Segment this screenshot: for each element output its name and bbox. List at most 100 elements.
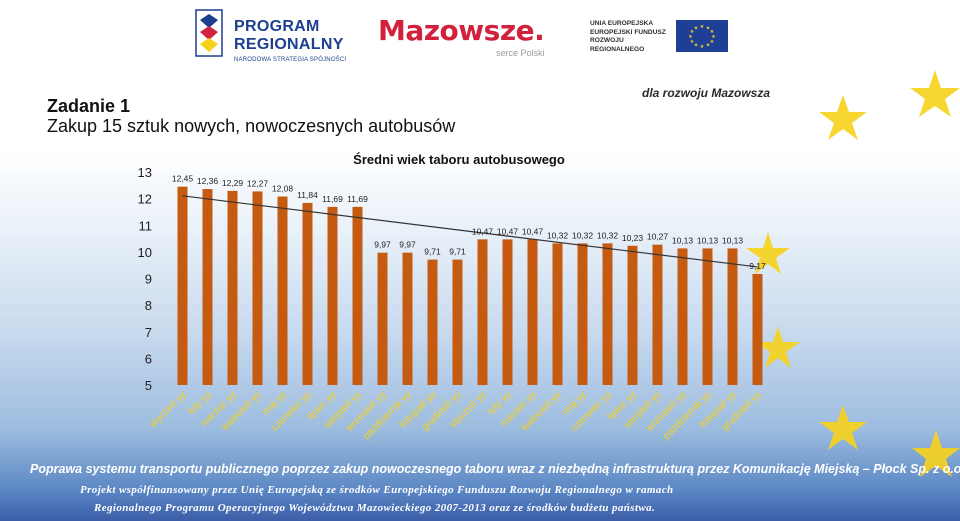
- y-tick-label: 7: [145, 325, 152, 340]
- y-tick-label: 10: [138, 245, 152, 260]
- data-label: 9,17: [749, 261, 766, 271]
- bar: [227, 190, 238, 385]
- star-icon: [912, 430, 960, 477]
- bar: [202, 189, 213, 385]
- trendline-line: [182, 195, 758, 268]
- data-label: 12,27: [247, 178, 269, 188]
- svg-text:★: ★: [694, 26, 699, 32]
- footer-project-title: Poprawa systemu transportu publicznego p…: [30, 462, 960, 476]
- bar: [377, 252, 388, 385]
- y-tick-label: 6: [145, 351, 152, 366]
- svg-text:★: ★: [706, 26, 711, 32]
- mazowsze-logo: Mazowsze. serce Polski: [378, 14, 558, 64]
- data-label: 10,32: [597, 230, 619, 240]
- data-label: 10,23: [622, 233, 644, 243]
- bars: [177, 186, 763, 385]
- slogan: dla rozwoju Mazowsza: [642, 86, 771, 100]
- star-icon: [819, 405, 867, 450]
- program-logo-line3: NARODOWA STRATEGIA SPÓJNOŚCI: [234, 57, 347, 63]
- eu-flag-icon: ★ ★★ ★★★ ★★★ ★★★: [676, 20, 728, 52]
- bar: [452, 259, 463, 385]
- eu-logo-line2: EUROPEJSKI FUNDUSZ: [590, 28, 666, 36]
- bar: [477, 239, 488, 385]
- bar: [502, 239, 513, 385]
- data-label: 10,32: [547, 230, 569, 240]
- data-label: 9,97: [399, 240, 416, 250]
- bar: [402, 252, 413, 385]
- program-logo-icon: [195, 9, 223, 57]
- svg-text:★: ★: [710, 29, 715, 35]
- bar: [527, 239, 538, 385]
- bar: [652, 244, 663, 385]
- svg-text:★: ★: [690, 39, 695, 45]
- star-icon: [910, 70, 960, 117]
- mazowsze-logo-sub: serce Polski: [496, 48, 545, 58]
- svg-text:★: ★: [700, 44, 705, 50]
- bar: [577, 243, 588, 385]
- x-tick-label: styczeń yy: [148, 389, 189, 430]
- svg-text:★: ★: [711, 34, 716, 40]
- data-label: 12,08: [272, 183, 294, 193]
- star-icon: [756, 326, 800, 368]
- bar: [702, 248, 713, 385]
- data-label: 10,47: [472, 226, 494, 236]
- data-label: 12,36: [197, 176, 219, 186]
- bar: [602, 243, 613, 385]
- svg-text:★: ★: [688, 34, 693, 40]
- data-label: 9,71: [449, 247, 466, 257]
- mazowsze-logo-name: Mazowsze.: [378, 14, 545, 47]
- bar: [277, 196, 288, 385]
- svg-text:★: ★: [706, 43, 711, 49]
- y-tick-label: 12: [138, 192, 152, 207]
- data-label: 10,13: [722, 235, 744, 245]
- data-label: 10,32: [572, 230, 594, 240]
- footer-cofinancing-line2: Regionalnego Programu Operacyjnego Wojew…: [94, 502, 656, 514]
- bar: [177, 186, 188, 385]
- data-label: 9,97: [374, 240, 391, 250]
- data-label: 11,69: [347, 194, 368, 204]
- y-tick-label: 11: [139, 218, 153, 233]
- chart-title: Średni wiek taboru autobusowego: [353, 152, 565, 167]
- y-tick-label: 5: [145, 378, 152, 393]
- program-logo-line2: REGIONALNY: [234, 36, 344, 53]
- bar: [427, 259, 438, 385]
- program-regionalny-logo: PROGRAM REGIONALNY NARODOWA STRATEGIA SP…: [194, 8, 364, 72]
- footer-cofinancing-line1: Projekt współfinansowany przez Unię Euro…: [80, 484, 674, 496]
- data-label: 10,47: [497, 226, 519, 236]
- y-tick-label: 9: [145, 272, 152, 287]
- bar-chart: Średni wiek taboru autobusowego 5 6 7 8 9 10 1…: [138, 152, 767, 442]
- star-icon: [819, 95, 867, 140]
- bar: [252, 191, 263, 385]
- y-axis: 5 6 7 8 9 10 11 12 13: [138, 165, 152, 393]
- star-icon: [746, 232, 790, 274]
- bar: [677, 248, 688, 385]
- trendline: [182, 195, 758, 268]
- data-label: 10,13: [697, 235, 719, 245]
- data-label: 10,27: [647, 232, 669, 242]
- y-tick-label: 13: [138, 165, 152, 180]
- svg-text:★: ★: [710, 39, 715, 45]
- data-label: 10,13: [672, 235, 694, 245]
- bar: [327, 206, 338, 385]
- bar: [552, 243, 563, 385]
- bar: [627, 245, 638, 385]
- header-logo-bar: PROGRAM REGIONALNY NARODOWA STRATEGIA SP…: [0, 0, 960, 80]
- svg-text:★: ★: [694, 43, 699, 49]
- data-label: 11,84: [297, 190, 318, 200]
- y-tick-label: 8: [145, 298, 152, 313]
- bar: [302, 202, 313, 385]
- eu-logo-text: UNIA EUROPEJSKA EUROPEJSKI FUNDUSZ ROZWO…: [590, 20, 672, 54]
- data-label: 10,47: [522, 226, 544, 236]
- bar: [727, 248, 738, 385]
- svg-text:★: ★: [690, 29, 695, 35]
- data-label: 12,45: [172, 174, 194, 184]
- bar: [352, 206, 363, 385]
- data-label: 11,69: [322, 194, 343, 204]
- svg-text:★: ★: [700, 24, 705, 30]
- eu-logo: UNIA EUROPEJSKA EUROPEJSKI FUNDUSZ ROZWO…: [590, 20, 740, 54]
- program-logo-line1: PROGRAM: [234, 18, 320, 35]
- slide-title: Zadanie 1: [47, 96, 131, 116]
